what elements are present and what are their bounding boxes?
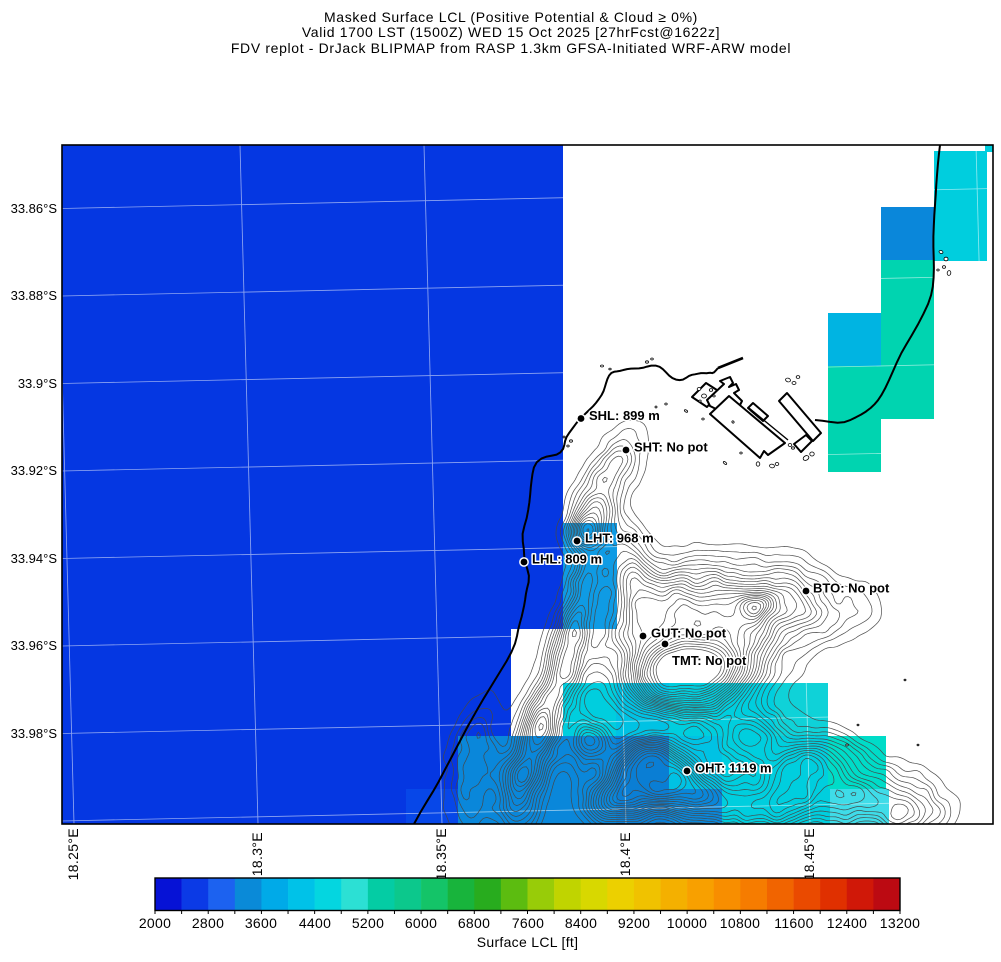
svg-text:BTO: No pot: BTO: No pot (813, 581, 890, 596)
svg-text:LHT: 968 m: LHT: 968 m (585, 531, 654, 546)
svg-text:SHT: No pot: SHT: No pot (634, 440, 708, 455)
svg-text:TMT: No pot: TMT: No pot (672, 653, 747, 668)
svg-text:OHT: 1119 m: OHT: 1119 m (695, 761, 772, 776)
svg-text:SHL: 899 m: SHL: 899 m (589, 408, 660, 423)
svg-text:GUT: No pot: GUT: No pot (651, 626, 727, 641)
svg-text:LHL: 809 m: LHL: 809 m (532, 552, 602, 567)
